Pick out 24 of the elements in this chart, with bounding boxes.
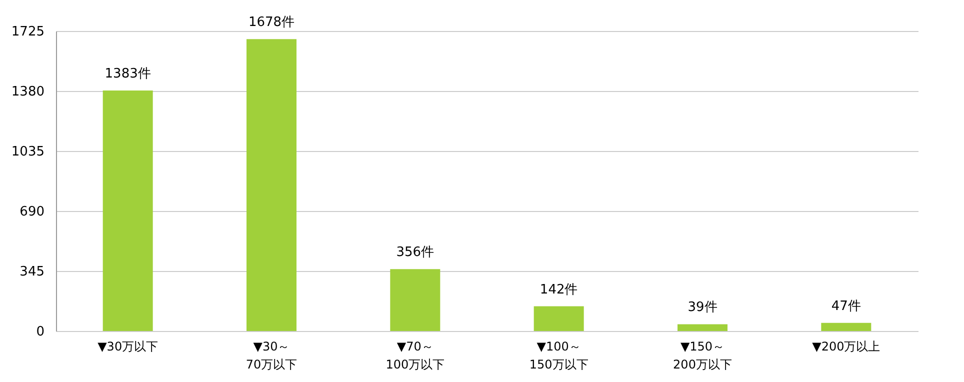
y-tick-label: 690 bbox=[20, 204, 44, 220]
data-label: 1383件 bbox=[104, 66, 151, 82]
data-label: 142件 bbox=[540, 282, 578, 298]
data-label: 356件 bbox=[396, 245, 434, 260]
x-tick-label: ▼200万以上 bbox=[812, 340, 880, 354]
y-tick-label: 1035 bbox=[11, 144, 44, 160]
bar bbox=[102, 90, 153, 331]
data-label: 39件 bbox=[688, 300, 718, 316]
y-tick-label: 1380 bbox=[11, 84, 44, 100]
data-label: 1678件 bbox=[248, 15, 295, 30]
y-tick-label: 1725 bbox=[11, 24, 44, 40]
y-tick-label: 345 bbox=[20, 264, 44, 280]
bar bbox=[678, 324, 728, 331]
x-tick-label: ▼70～ 100万以下 bbox=[386, 340, 445, 372]
x-tick-label: ▼30万以下 bbox=[98, 340, 158, 354]
x-tick-label: ▼30～ 70万以下 bbox=[246, 340, 298, 372]
bar bbox=[534, 306, 584, 331]
bar bbox=[246, 39, 296, 331]
bar bbox=[390, 269, 440, 331]
data-label: 47件 bbox=[831, 298, 861, 314]
x-tick-label: ▼100～ 150万以下 bbox=[529, 340, 588, 372]
bar bbox=[821, 322, 872, 331]
y-tick-label: 0 bbox=[36, 324, 44, 340]
x-tick-label: ▼150～ 200万以下 bbox=[673, 340, 732, 372]
